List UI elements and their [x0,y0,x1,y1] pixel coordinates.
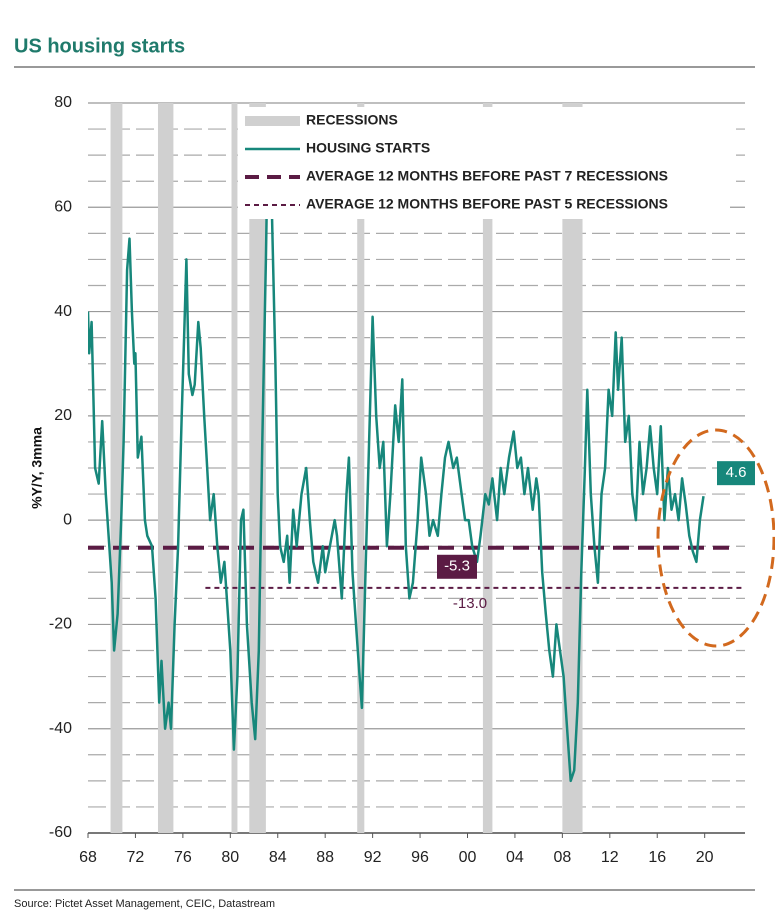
x-tick-label: 20 [696,849,714,866]
x-tick-label: 80 [221,849,239,866]
x-tick-label: 12 [601,849,619,866]
reference-label-box [437,554,477,579]
reference-label: -13.0 [453,595,487,612]
recession-band [562,103,583,833]
x-tick-label: 08 [553,849,571,866]
x-tick-label: 96 [411,849,429,866]
x-tick-label: 88 [316,849,334,866]
x-tick-label: 04 [506,849,524,866]
legend-label: HOUSING STARTS [306,140,430,156]
recession-band [357,103,365,833]
legend-label: RECESSIONS [306,112,398,128]
reference-label: -5.3 [444,558,470,575]
series [88,112,705,783]
x-tick-label: 72 [127,849,145,866]
x-tick-label: 68 [79,849,97,866]
legend-label: AVERAGE 12 MONTHS BEFORE PAST 5 RECESSIO… [306,196,668,212]
y-tick-label: 20 [54,407,72,424]
y-tick-label: 0 [63,511,72,528]
end-label: 4.6 [726,464,747,481]
recession-band [110,103,123,833]
end-label-box [717,461,755,486]
y-tick-label: -40 [49,720,72,737]
legend-background [238,107,730,219]
reference-lines [88,545,745,589]
recession-band [249,103,266,833]
y-tick-label: 40 [54,303,72,320]
legend-swatch [245,116,300,126]
x-tick-label: 16 [648,849,666,866]
y-tick-label: -60 [49,824,72,841]
recession-band [157,103,174,833]
highlight-ellipse [656,428,775,648]
source: Source: Pictet Asset Management, CEIC, D… [14,898,275,910]
y-tick-label: -20 [49,616,72,633]
y-tick-label: 80 [54,94,72,111]
x-tick-label: 76 [174,849,192,866]
y-tick-label: 60 [54,199,72,216]
chart-title: US housing starts [14,35,185,57]
x-tick-label: 92 [364,849,382,866]
recession-band [482,103,493,833]
y-axis-label: %Y/Y, 3mma [29,427,45,509]
recession-band [231,103,238,833]
x-tick-label: 00 [459,849,477,866]
recessions [110,103,583,833]
series-line [88,112,705,783]
labels: -5.3 -13.0 4.6 [437,461,755,612]
legend: RECESSIONS HOUSING STARTS AVERAGE 12 MONTH… [238,107,730,219]
legend-label: AVERAGE 12 MONTHS BEFORE PAST 7 RECESSIO… [306,168,668,184]
x-tick-label: 84 [269,849,287,866]
